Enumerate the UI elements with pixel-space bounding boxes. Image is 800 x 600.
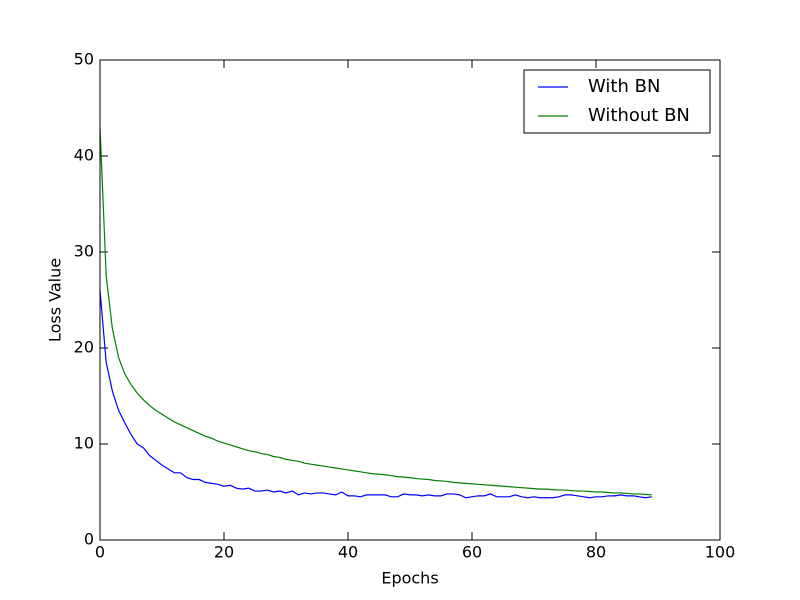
y-tick-label: 20 xyxy=(74,338,94,357)
y-axis-label: Loss Value xyxy=(46,258,65,342)
y-tick-label: 30 xyxy=(74,242,94,261)
legend-box xyxy=(523,69,711,134)
x-tick-label: 40 xyxy=(338,543,358,562)
series-line xyxy=(99,127,652,496)
x-tick-label: 0 xyxy=(95,543,105,562)
x-tick-label: 60 xyxy=(462,543,482,562)
legend-label: With BN xyxy=(588,76,660,97)
y-tick-label: 50 xyxy=(74,50,94,69)
y-tick-label: 0 xyxy=(84,530,94,549)
x-tick-label: 20 xyxy=(214,543,234,562)
plot-frame xyxy=(99,59,721,541)
x-axis-label: Epochs xyxy=(381,569,438,588)
y-tick-label: 40 xyxy=(74,146,94,165)
legend: With BN Without BN xyxy=(523,69,711,134)
x-tick-label: 80 xyxy=(586,543,606,562)
x-tick-label: 100 xyxy=(705,543,736,562)
legend-label: Without BN xyxy=(588,105,690,126)
y-tick-label: 10 xyxy=(74,434,94,453)
series-line xyxy=(99,290,652,499)
